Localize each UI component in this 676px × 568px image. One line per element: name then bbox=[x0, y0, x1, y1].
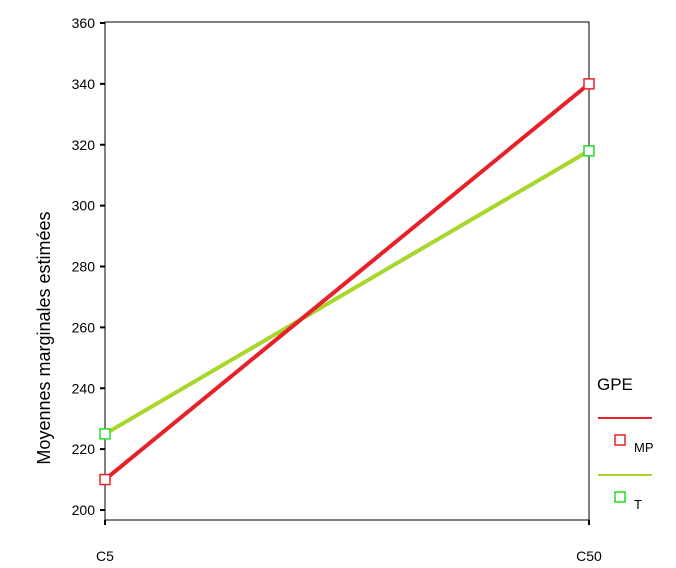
series-marker-t bbox=[99, 428, 111, 440]
y-axis: 200 220 240 260 280 300 320 340 360 bbox=[72, 15, 105, 518]
legend-label: MP bbox=[634, 440, 654, 455]
y-tick-label: 360 bbox=[72, 15, 96, 31]
series-line-t bbox=[103, 149, 591, 436]
legend-marker-t bbox=[614, 491, 626, 503]
y-tick-label: 260 bbox=[72, 319, 96, 335]
series-layer bbox=[99, 78, 595, 486]
x-axis: C5 C50 bbox=[96, 520, 602, 564]
series-marker-mp bbox=[99, 473, 111, 486]
series-line-mp bbox=[103, 82, 591, 482]
legend-marker-mp bbox=[614, 434, 626, 446]
y-tick-label: 240 bbox=[72, 380, 96, 396]
legend-title: GPE bbox=[597, 375, 633, 394]
y-tick-label: 280 bbox=[72, 259, 96, 275]
x-tick-label: C5 bbox=[96, 548, 114, 564]
y-axis-title: Moyennes marginales estimées bbox=[34, 211, 54, 464]
plot-frame bbox=[104, 21, 590, 521]
legend: GPE MP T bbox=[597, 375, 654, 512]
y-tick-label: 200 bbox=[72, 502, 96, 518]
y-tick-label: 340 bbox=[72, 76, 96, 92]
legend-label: T bbox=[634, 497, 642, 512]
series-marker-t bbox=[583, 145, 595, 157]
y-tick-label: 320 bbox=[72, 137, 96, 153]
series-marker-mp bbox=[583, 78, 595, 90]
x-tick-label: C50 bbox=[576, 548, 602, 564]
y-tick-label: 220 bbox=[72, 441, 96, 457]
y-tick-label: 300 bbox=[72, 198, 96, 214]
